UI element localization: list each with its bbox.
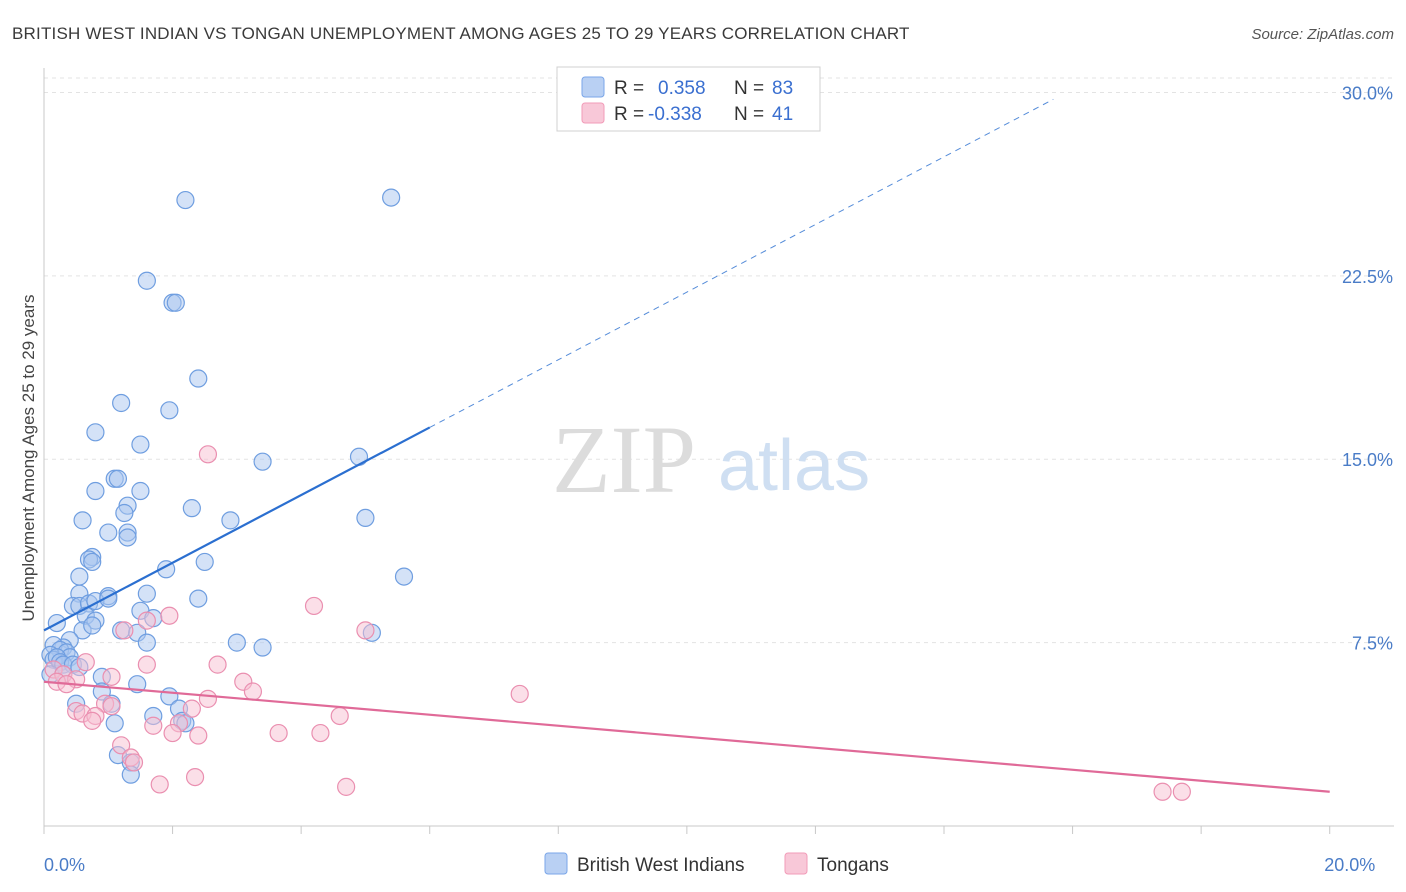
tongan-point-35: [185, 767, 205, 787]
bwi-point-27: [83, 552, 102, 572]
bwi-point-7: [160, 401, 179, 420]
stats-swatch-bwi: [581, 76, 605, 98]
tongan-point-31: [269, 723, 288, 743]
tongan-point-17: [510, 684, 529, 704]
trend-lines: [43, 98, 1330, 793]
gridlines: [44, 77, 1394, 644]
bwi-point-17: [115, 503, 134, 523]
bwi-point-6: [112, 393, 131, 413]
bwi-point-24: [99, 523, 118, 542]
bwi-point-20: [356, 508, 375, 528]
tongan-point-21: [182, 699, 201, 718]
chart-source: Source: ZipAtlas.com: [1251, 26, 1394, 43]
bwi-point-14: [86, 481, 105, 501]
bwi-point-52: [227, 633, 246, 652]
bwi-point-53: [253, 638, 272, 657]
tongan-trend-line: [43, 680, 1330, 793]
watermark-zip: ZIP: [552, 406, 696, 513]
bwi-trend-line: [43, 426, 431, 632]
tongan-point-2: [160, 606, 179, 625]
tongan-point-1: [304, 596, 324, 616]
tongan-point-25: [330, 706, 349, 726]
bwi-point-30: [394, 567, 414, 586]
stats-n-label-tongan: N =: [734, 104, 764, 125]
bwi-point-1: [382, 188, 401, 207]
tongan-point-18: [198, 689, 218, 708]
legend-swatch-tongan: [784, 852, 808, 875]
tongan-point-4: [356, 621, 375, 640]
bwi-point-21: [73, 511, 92, 530]
bwi-point-5: [189, 369, 208, 388]
tongan-point-30: [189, 726, 208, 745]
scatter-points: [41, 188, 1191, 801]
y-axis-label: Unemployment Among Ages 25 to 29 years: [19, 295, 38, 622]
bwi-point-10: [253, 452, 272, 471]
stats-r-value-tongan: -0.338: [648, 104, 702, 125]
bwi-point-35: [189, 589, 208, 608]
x-tick-label-0: 0.0%: [44, 855, 85, 875]
stats-n-value-bwi: 83: [772, 78, 793, 99]
bwi-point-19: [221, 511, 240, 530]
legend-label-tongan: Tongans: [817, 855, 889, 876]
tongan-point-26: [83, 711, 102, 730]
x-axis-ticks: 0.0% 20.0%: [44, 855, 1375, 875]
watermark-atlas: atlas: [718, 426, 870, 506]
tongan-point-33: [112, 736, 131, 755]
tongan-point-38: [1153, 782, 1172, 801]
bwi-point-31: [70, 567, 89, 586]
legend-label-bwi: British West Indians: [577, 855, 745, 876]
stats-r-label-bwi: R =: [614, 78, 644, 99]
bwi-point-28: [195, 552, 214, 572]
bwi-point-47: [83, 616, 102, 635]
y-tick-label-3: 30.0%: [1342, 83, 1393, 103]
tongan-point-6: [76, 653, 95, 672]
chart-title: BRITISH WEST INDIAN VS TONGAN UNEMPLOYME…: [12, 24, 910, 43]
tongan-point-39: [1172, 782, 1191, 801]
stats-r-label-tongan: R =: [614, 104, 644, 125]
tongan-point-27: [144, 716, 163, 735]
legend-swatch-bwi: [544, 852, 568, 875]
bwi-point-51: [137, 633, 156, 652]
tongan-point-20: [102, 697, 121, 716]
y-tick-label-2: 22.5%: [1342, 267, 1393, 287]
stats-n-value-tongan: 41: [772, 104, 793, 125]
bwi-point-9: [131, 435, 150, 454]
tongan-point-8: [208, 655, 227, 674]
y-axis-ticks: 7.5% 15.0% 22.5% 30.0%: [1342, 83, 1393, 653]
tongan-point-3: [137, 611, 156, 630]
tongan-point-32: [311, 723, 330, 743]
bwi-point-8: [86, 423, 105, 442]
x-axis-minor-ticks: [43, 826, 1331, 834]
bwi-point-18: [182, 499, 201, 518]
watermark: ZIP atlas: [552, 406, 870, 513]
bwi-point-15: [131, 481, 150, 501]
stats-legend: R = 0.358 N = 83 R = -0.338 N = 41: [556, 66, 821, 132]
bwi-point-4: [166, 293, 185, 312]
series-legend: British West Indians Tongans: [544, 852, 889, 876]
tongan-point-36: [150, 775, 169, 794]
tongan-point-40: [124, 753, 144, 772]
tongan-point-7: [137, 655, 156, 674]
y-tick-label-0: 7.5%: [1352, 634, 1393, 654]
bwi-point-13: [108, 469, 128, 488]
y-tick-label-1: 15.0%: [1342, 450, 1393, 470]
bwi-point-2: [137, 271, 156, 290]
tongan-point-0: [198, 445, 218, 464]
stats-swatch-tongan: [581, 102, 605, 124]
stats-r-value-bwi: 0.358: [658, 78, 706, 99]
bwi-point-78: [105, 714, 124, 733]
bwi-trend-extension: [429, 98, 1054, 428]
tongan-point-5: [115, 621, 134, 640]
bwi-point-23: [118, 528, 137, 547]
bwi-point-34: [137, 584, 156, 603]
tongan-point-12: [102, 667, 121, 686]
bwi-point-0: [176, 190, 195, 210]
stats-n-label-bwi: N =: [734, 78, 764, 99]
x-tick-label-1: 20.0%: [1324, 855, 1375, 875]
tongan-point-37: [337, 777, 356, 796]
tongan-point-16: [243, 682, 263, 701]
tongan-point-29: [163, 723, 182, 743]
